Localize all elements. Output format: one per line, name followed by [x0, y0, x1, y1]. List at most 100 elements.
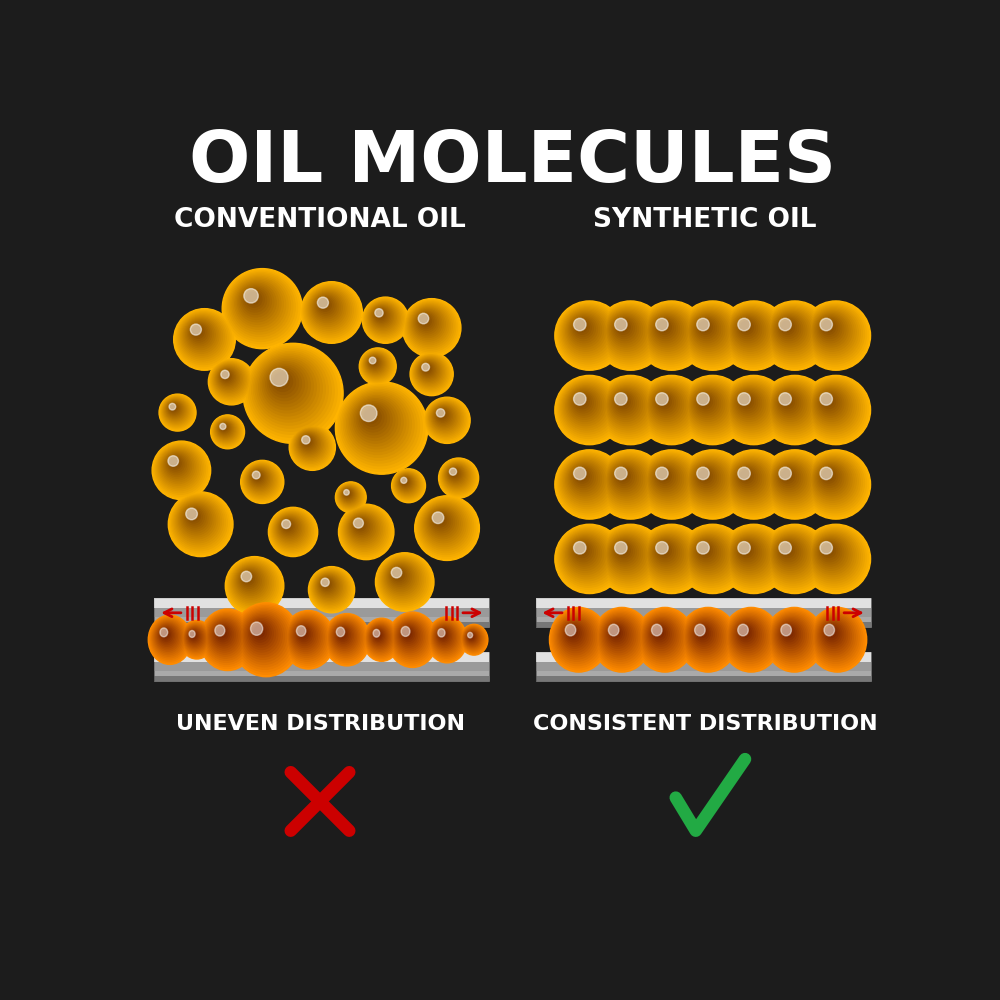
Circle shape: [602, 307, 655, 360]
Circle shape: [301, 436, 315, 449]
Circle shape: [688, 385, 731, 428]
Circle shape: [418, 499, 474, 555]
Circle shape: [254, 473, 262, 481]
Circle shape: [268, 507, 318, 557]
Circle shape: [741, 545, 751, 555]
Ellipse shape: [609, 625, 624, 642]
Circle shape: [163, 398, 189, 424]
Ellipse shape: [398, 623, 421, 649]
Circle shape: [212, 363, 248, 398]
Circle shape: [767, 457, 817, 506]
Ellipse shape: [157, 625, 177, 648]
Circle shape: [562, 531, 612, 581]
Ellipse shape: [184, 625, 207, 651]
Circle shape: [215, 419, 236, 441]
Circle shape: [812, 311, 852, 351]
Circle shape: [415, 496, 479, 560]
Circle shape: [685, 382, 735, 432]
Circle shape: [567, 461, 604, 498]
Circle shape: [680, 452, 743, 515]
Circle shape: [739, 394, 755, 411]
Circle shape: [448, 467, 463, 482]
Ellipse shape: [695, 624, 705, 636]
Circle shape: [719, 450, 788, 519]
Circle shape: [778, 393, 799, 413]
Circle shape: [607, 386, 647, 426]
Ellipse shape: [440, 631, 446, 638]
Circle shape: [375, 553, 434, 611]
Ellipse shape: [216, 626, 230, 642]
Circle shape: [441, 461, 474, 493]
Circle shape: [369, 357, 380, 368]
Circle shape: [430, 403, 461, 434]
Circle shape: [219, 369, 237, 387]
Ellipse shape: [181, 622, 212, 656]
Circle shape: [780, 319, 797, 336]
Ellipse shape: [215, 625, 225, 636]
Circle shape: [251, 470, 266, 485]
Circle shape: [366, 300, 403, 338]
Ellipse shape: [559, 618, 593, 655]
Circle shape: [337, 383, 425, 471]
Circle shape: [190, 324, 201, 335]
Ellipse shape: [236, 607, 293, 669]
Circle shape: [556, 377, 622, 443]
Circle shape: [647, 310, 690, 353]
Circle shape: [302, 436, 310, 444]
Circle shape: [308, 289, 350, 330]
Circle shape: [318, 576, 338, 596]
Circle shape: [558, 453, 618, 513]
Circle shape: [560, 380, 616, 436]
Ellipse shape: [817, 616, 853, 657]
Circle shape: [679, 377, 745, 443]
Circle shape: [597, 525, 663, 591]
Circle shape: [774, 388, 807, 421]
Circle shape: [252, 471, 260, 479]
Ellipse shape: [557, 615, 596, 659]
Circle shape: [185, 508, 204, 527]
Circle shape: [399, 476, 412, 489]
Circle shape: [732, 314, 766, 347]
Circle shape: [770, 310, 813, 353]
Ellipse shape: [213, 624, 233, 646]
Ellipse shape: [329, 620, 361, 655]
Circle shape: [351, 516, 372, 538]
Circle shape: [659, 471, 669, 481]
Circle shape: [420, 315, 431, 327]
Circle shape: [764, 528, 823, 587]
Circle shape: [182, 317, 221, 355]
Ellipse shape: [431, 621, 461, 655]
Circle shape: [637, 375, 706, 445]
Circle shape: [425, 505, 462, 543]
Circle shape: [720, 302, 786, 368]
Circle shape: [770, 533, 813, 577]
Circle shape: [284, 522, 291, 529]
Circle shape: [289, 424, 335, 470]
Circle shape: [719, 524, 788, 594]
Ellipse shape: [781, 624, 799, 644]
Circle shape: [422, 502, 468, 549]
Ellipse shape: [285, 614, 329, 663]
Circle shape: [730, 386, 770, 426]
Ellipse shape: [649, 621, 673, 648]
Circle shape: [775, 389, 805, 419]
Ellipse shape: [251, 622, 263, 635]
Circle shape: [179, 314, 226, 361]
Circle shape: [348, 394, 406, 452]
Circle shape: [567, 312, 604, 349]
Circle shape: [571, 539, 597, 566]
Ellipse shape: [366, 622, 395, 656]
Circle shape: [370, 304, 396, 331]
Ellipse shape: [655, 628, 663, 637]
Circle shape: [654, 392, 677, 415]
Circle shape: [340, 487, 358, 504]
Circle shape: [310, 568, 352, 610]
Ellipse shape: [638, 610, 690, 668]
Circle shape: [214, 418, 240, 444]
Circle shape: [229, 275, 290, 336]
Circle shape: [417, 359, 442, 384]
Circle shape: [309, 290, 348, 328]
Circle shape: [301, 282, 362, 343]
Circle shape: [365, 299, 404, 339]
Circle shape: [606, 533, 649, 577]
